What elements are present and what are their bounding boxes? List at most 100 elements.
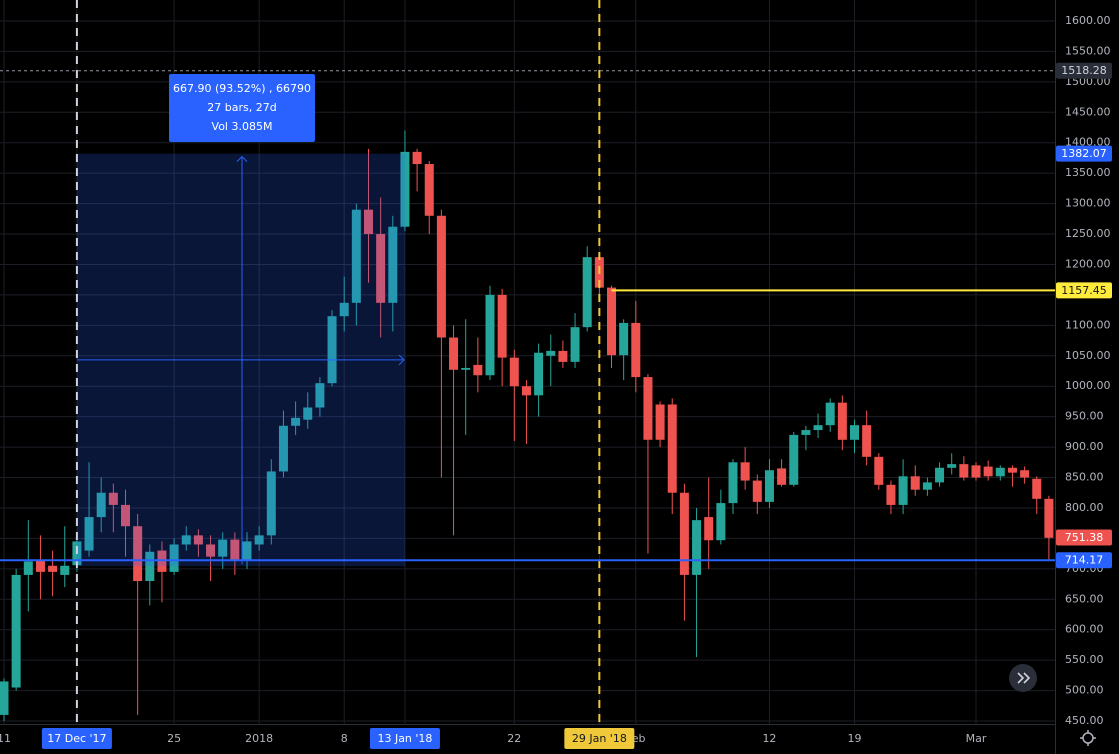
price-label: 1382.07 xyxy=(1061,147,1107,160)
candle-body xyxy=(1020,470,1030,478)
candle-body xyxy=(266,471,276,536)
candle-body xyxy=(764,470,774,502)
candle-body xyxy=(412,151,422,165)
candle-body xyxy=(692,520,702,575)
candle-body xyxy=(278,425,288,472)
x-highlight-bg xyxy=(41,728,112,749)
candle-body xyxy=(631,322,641,378)
x-tick-label: 22 xyxy=(507,732,521,745)
x-tick-label: 11 xyxy=(0,732,11,745)
y-tick-label: 900.00 xyxy=(1065,440,1104,453)
x-tick-label: 8 xyxy=(341,732,348,745)
candle-body xyxy=(351,209,361,303)
candle-body xyxy=(789,434,799,485)
candle-body xyxy=(254,535,264,545)
candle-body xyxy=(716,503,726,541)
y-tick-label: 1300.00 xyxy=(1065,197,1111,210)
candle-body xyxy=(157,550,167,572)
candle-body xyxy=(449,337,459,370)
measure-tooltip-text: Vol 3.085M xyxy=(212,120,273,133)
candle-body xyxy=(995,467,1005,477)
candle-body xyxy=(48,565,58,572)
candle-body xyxy=(11,574,21,688)
candle-body xyxy=(230,539,240,560)
candle-body xyxy=(704,517,714,541)
y-tick-label: 950.00 xyxy=(1065,410,1104,423)
candle-body xyxy=(971,465,981,478)
x-tick-label: Mar xyxy=(966,732,987,745)
candle-body xyxy=(862,425,872,457)
y-tick-label: 1200.00 xyxy=(1065,257,1111,270)
candle-body xyxy=(935,467,945,483)
candle-body xyxy=(922,482,932,490)
candle-body xyxy=(570,327,580,362)
y-tick-label: 500.00 xyxy=(1065,684,1104,697)
candle-body xyxy=(108,492,118,505)
candle-body xyxy=(837,402,847,440)
candle-body xyxy=(206,544,216,557)
candle-body xyxy=(35,559,45,572)
candle-body xyxy=(667,404,677,493)
candle-body xyxy=(218,539,228,557)
y-tick-label: 1050.00 xyxy=(1065,349,1111,362)
candle-body xyxy=(60,565,70,575)
candle-body xyxy=(777,468,787,485)
y-tick-label: 650.00 xyxy=(1065,592,1104,605)
candle-body xyxy=(959,464,969,478)
measure-arrowhead-h xyxy=(398,354,405,366)
candle-body xyxy=(364,209,373,235)
candle-body xyxy=(850,425,859,440)
candle-body xyxy=(679,492,689,575)
candle-body xyxy=(801,430,811,435)
candle-body xyxy=(315,383,325,408)
candle-body xyxy=(96,492,106,518)
candle-body xyxy=(303,407,313,420)
candle-body xyxy=(376,234,386,303)
candle-body xyxy=(193,535,203,545)
price-label: 1157.45 xyxy=(1061,284,1107,297)
candle-body xyxy=(728,462,738,504)
candle-body xyxy=(497,294,507,358)
candle-body xyxy=(619,322,629,356)
x-highlight-label: 13 Jan '18 xyxy=(377,732,432,745)
candle-body xyxy=(1032,478,1042,499)
candle-body xyxy=(886,484,896,505)
price-label: 1518.28 xyxy=(1061,64,1107,77)
y-tick-label: 1250.00 xyxy=(1065,227,1111,240)
y-tick-label: 550.00 xyxy=(1065,653,1104,666)
x-highlight-bg xyxy=(564,728,635,749)
candle-body xyxy=(473,364,483,376)
candle-body xyxy=(424,164,434,216)
y-tick-label: 850.00 xyxy=(1065,471,1104,484)
measure-tooltip xyxy=(169,74,315,142)
candle-body xyxy=(534,352,544,396)
price-label: 751.38 xyxy=(1065,531,1104,544)
x-highlight-label: 17 Dec '17 xyxy=(47,732,106,745)
candle-body xyxy=(521,386,531,396)
candle-body xyxy=(910,476,920,490)
candle-body xyxy=(291,417,301,426)
settings-button[interactable] xyxy=(1080,730,1096,746)
candle-body xyxy=(23,561,33,575)
y-tick-label: 450.00 xyxy=(1065,714,1104,727)
candle-body xyxy=(813,425,823,431)
candle-body xyxy=(509,357,519,387)
x-highlight-label: 29 Jan '18 xyxy=(572,732,627,745)
candle-body xyxy=(169,544,179,572)
candle-body xyxy=(0,681,9,715)
measure-tooltip-text: 667.90 (93.52%) , 66790 xyxy=(173,82,311,95)
candle-body xyxy=(133,526,143,581)
x-tick-label: 2018 xyxy=(245,732,273,745)
candle-body xyxy=(752,480,762,502)
price-label-bg xyxy=(1056,552,1112,569)
candle-body xyxy=(1007,467,1017,473)
y-tick-label: 1550.00 xyxy=(1065,44,1111,57)
candle-body xyxy=(546,350,556,356)
candle-body xyxy=(388,226,398,303)
price-label-bg xyxy=(1056,529,1112,546)
x-tick-label: 25 xyxy=(167,732,181,745)
y-tick-label: 800.00 xyxy=(1065,501,1104,514)
candle-body xyxy=(607,287,616,356)
candle-body xyxy=(339,302,349,317)
scroll-button[interactable] xyxy=(1009,664,1037,692)
